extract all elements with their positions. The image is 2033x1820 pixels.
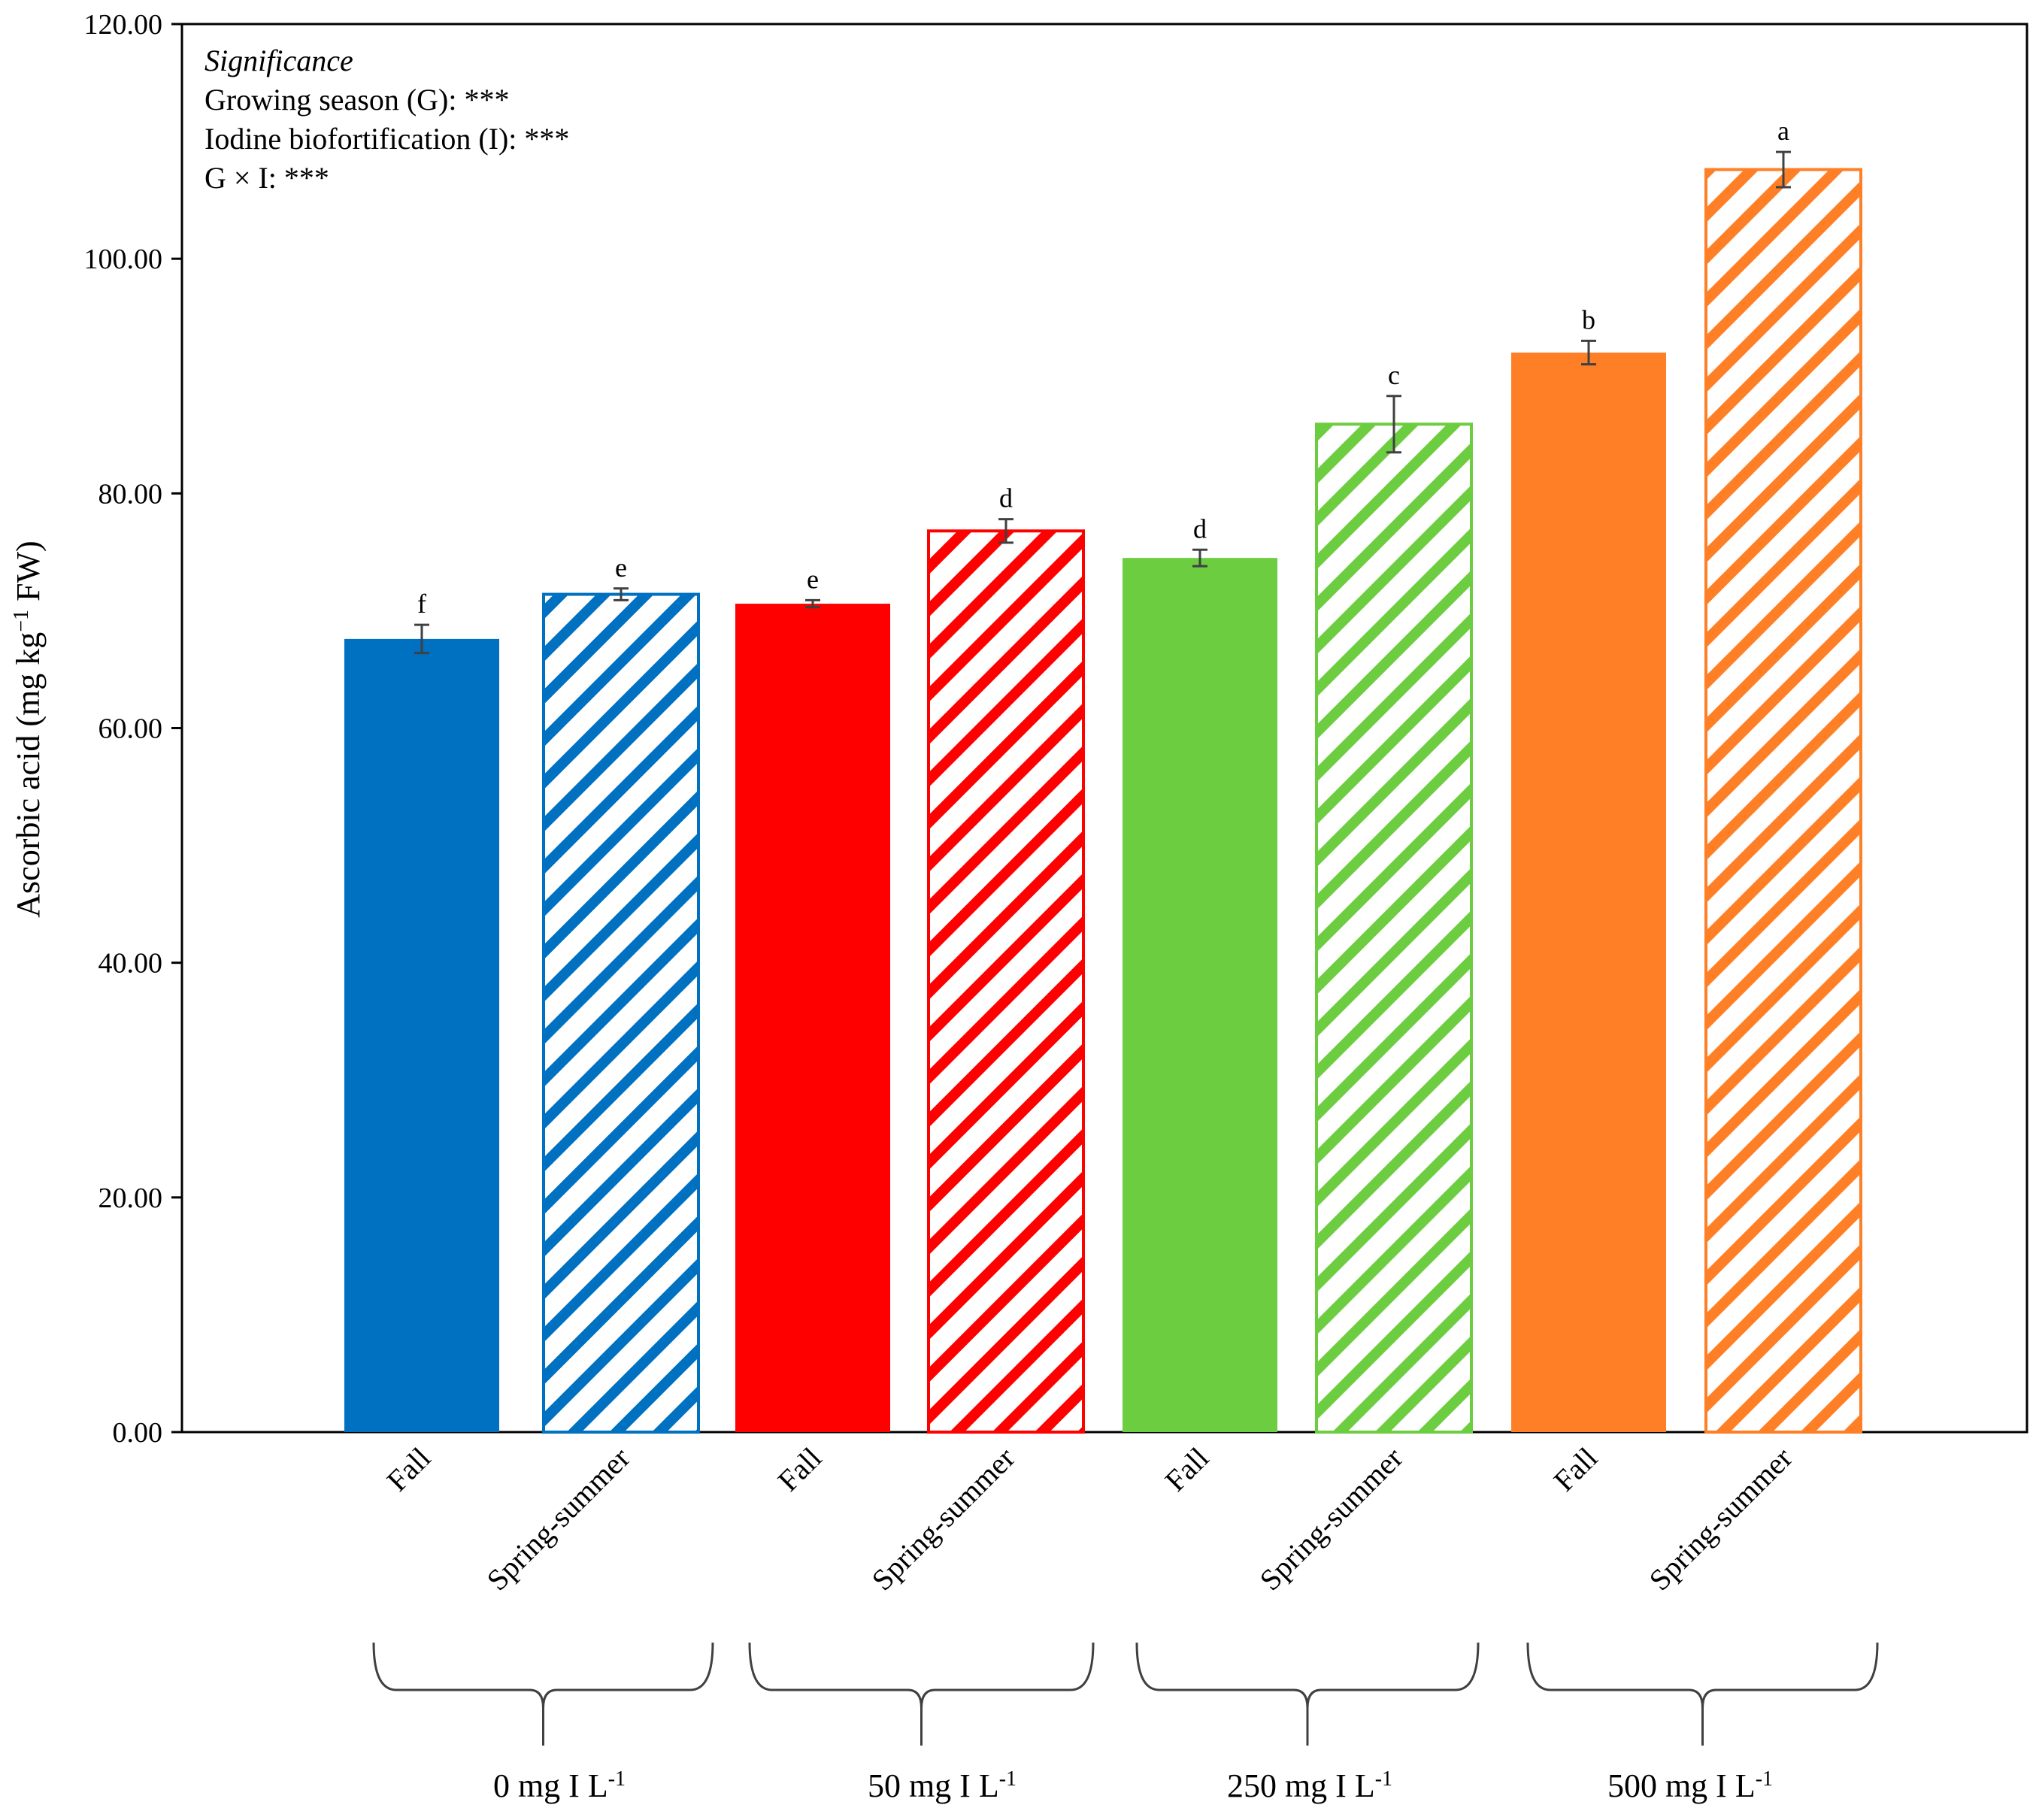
- bar-hatched: [542, 592, 700, 1434]
- y-tick-label: 20.00: [98, 1183, 163, 1214]
- bars-layer: f e e d d c b a: [344, 116, 1862, 1434]
- significance-annotation: Significance Growing season (G): *** Iod…: [205, 44, 569, 195]
- y-axis-title-group: Ascorbic acid (mg kg−1 FW): [10, 541, 47, 917]
- y-axis-title-tail: FW): [10, 541, 47, 610]
- bar-solid: [735, 604, 890, 1432]
- y-tick-label: 60.00: [98, 713, 163, 745]
- bar-hatched: [927, 529, 1085, 1434]
- bar-6: c: [1315, 360, 1473, 1434]
- bar-3: e: [735, 564, 890, 1432]
- bar-solid: [1123, 558, 1277, 1432]
- y-tick-label: 100.00: [84, 244, 163, 275]
- significance-letter: e: [615, 553, 627, 583]
- bar-solid: [344, 638, 499, 1432]
- significance-letter: b: [1582, 304, 1595, 335]
- y-axis: 0.00 20.00 40.00 60.00 80.00 100.00 120.00: [84, 9, 182, 1449]
- y-axis-title-sup: −1: [10, 610, 33, 632]
- significance-title: Significance: [205, 44, 353, 77]
- bar-hatched: [1704, 168, 1862, 1434]
- y-axis-title: Ascorbic acid (mg kg−1 FW): [10, 541, 47, 917]
- group-label: 0 mg I L-1: [493, 1767, 626, 1805]
- x-category-label: Spring-summer: [1253, 1441, 1410, 1597]
- bar-2: e: [542, 553, 700, 1434]
- bar-8: a: [1704, 116, 1862, 1434]
- significance-line-iodine: Iodine biofortification (I): ***: [205, 122, 569, 156]
- y-tick-label: 120.00: [84, 9, 163, 41]
- significance-line-interaction: G × I: ***: [205, 161, 329, 195]
- significance-letter: e: [807, 564, 819, 594]
- bar-7: b: [1511, 304, 1666, 1432]
- significance-line-growing-season: Growing season (G): ***: [205, 83, 510, 117]
- y-tick-label: 80.00: [98, 478, 163, 510]
- bar-5: d: [1123, 513, 1277, 1432]
- y-tick-label: 0.00: [113, 1417, 163, 1449]
- group-label: 50 mg I L-1: [868, 1767, 1016, 1805]
- x-axis-labels: Fall Spring-summer Fall Spring-summer Fall Sp…: [380, 1441, 1799, 1597]
- significance-letter: d: [999, 483, 1013, 513]
- group-label: 250 mg I L-1: [1227, 1767, 1392, 1805]
- group-brace: [1135, 1642, 1480, 1709]
- significance-letter: f: [417, 589, 426, 619]
- bar-4: d: [927, 483, 1085, 1434]
- x-category-label: Spring-summer: [865, 1441, 1022, 1597]
- y-axis-title-main: Ascorbic acid (mg kg: [10, 632, 47, 918]
- bar-solid: [1511, 353, 1666, 1432]
- x-category-label: Fall: [1547, 1441, 1604, 1498]
- x-category-label: Spring-summer: [480, 1441, 637, 1597]
- group-brace: [748, 1642, 1095, 1709]
- group-brackets: 0 mg I L-1 50 mg I L-1 250 mg I L-1 500 mg …: [372, 1642, 1879, 1805]
- group-brace: [1526, 1642, 1879, 1709]
- significance-letter: d: [1193, 513, 1207, 544]
- group-brace: [372, 1642, 714, 1709]
- y-tick-label: 40.00: [98, 948, 163, 980]
- x-category-label: Spring-summer: [1643, 1441, 1799, 1597]
- bar-hatched: [1315, 422, 1473, 1434]
- x-category-label: Fall: [380, 1441, 438, 1498]
- x-category-label: Fall: [771, 1441, 829, 1498]
- bar-1: f: [344, 589, 499, 1432]
- x-category-label: Fall: [1159, 1441, 1216, 1498]
- group-label: 500 mg I L-1: [1607, 1767, 1773, 1805]
- significance-letter: c: [1388, 360, 1400, 390]
- significance-letter: a: [1777, 116, 1789, 146]
